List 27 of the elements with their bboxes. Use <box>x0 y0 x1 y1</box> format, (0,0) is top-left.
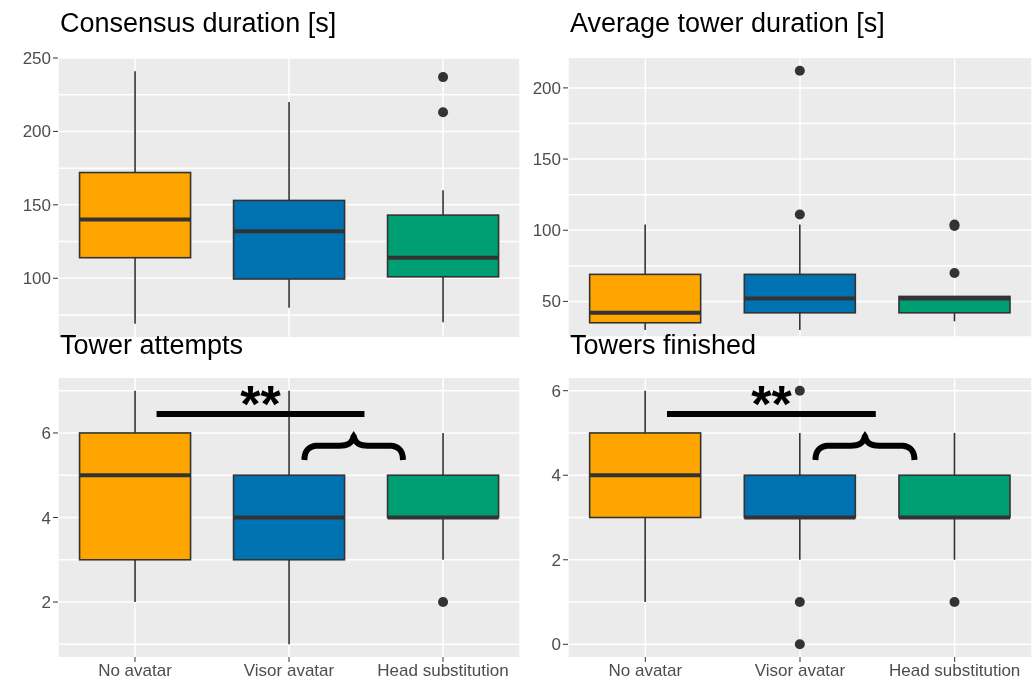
y-tick-label: 100 <box>22 269 51 289</box>
y-tick-label: 100 <box>532 221 561 241</box>
y-tick-label: 200 <box>532 78 561 98</box>
y-tick-label: 6 <box>41 423 51 443</box>
y-tick-label: 2 <box>551 550 561 570</box>
annotation: ** <box>751 375 793 433</box>
chart-title: Consensus duration [s] <box>60 8 337 39</box>
y-tick-label: 2 <box>41 593 51 613</box>
chart-title: Average tower duration [s] <box>570 8 885 39</box>
x-tick-label: Head substitution <box>888 661 1021 681</box>
x-tick-label: Visor avatar <box>243 661 335 681</box>
y-tick-label: 50 <box>542 292 561 312</box>
annotation: ** <box>240 375 282 433</box>
y-tick-label: 200 <box>22 122 51 142</box>
y-tick-label: 6 <box>551 381 561 401</box>
x-tick-label: No avatar <box>98 661 173 681</box>
y-tick-label: 4 <box>551 466 561 486</box>
y-tick-label: 150 <box>22 195 51 215</box>
x-tick-label: Visor avatar <box>754 661 846 681</box>
y-tick-label: 150 <box>532 150 561 170</box>
x-tick-label: Head substitution <box>377 661 509 681</box>
chart-title: Tower attempts <box>60 330 244 361</box>
y-tick-label: 0 <box>551 635 561 655</box>
chart-title: Towers finished <box>570 330 757 361</box>
x-tick-label: No avatar <box>608 661 683 681</box>
y-tick-label: 4 <box>41 508 51 528</box>
y-tick-label: 250 <box>22 49 51 69</box>
